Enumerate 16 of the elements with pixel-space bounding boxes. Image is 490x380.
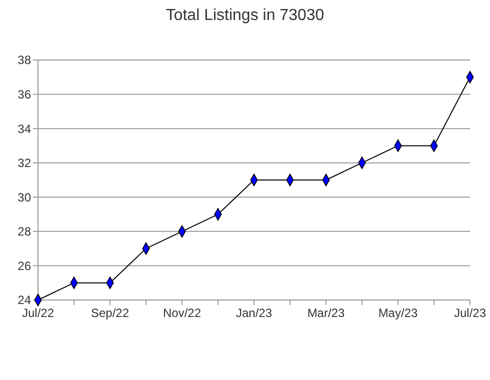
x-tick-label: Jul/23 <box>454 306 486 320</box>
y-tick-label: 26 <box>18 258 32 273</box>
y-tick-label: 32 <box>18 156 32 170</box>
x-tick-label: Sep/22 <box>90 306 130 320</box>
y-tick-label: 36 <box>18 87 32 102</box>
y-tick-label: 30 <box>18 190 32 204</box>
x-tick-label: Mar/23 <box>307 306 345 320</box>
x-tick-label: May/23 <box>378 306 418 320</box>
x-tick-label: Nov/22 <box>162 306 202 320</box>
chart-title: Total Listings in 73030 <box>166 7 324 24</box>
y-tick-label: 28 <box>18 224 32 239</box>
x-tick-label: Jul/22 <box>22 306 54 320</box>
y-tick-label: 34 <box>18 122 32 136</box>
y-tick-label: 38 <box>18 53 32 68</box>
x-tick-label: Jan/23 <box>236 306 272 320</box>
y-tick-label: 24 <box>18 293 32 308</box>
